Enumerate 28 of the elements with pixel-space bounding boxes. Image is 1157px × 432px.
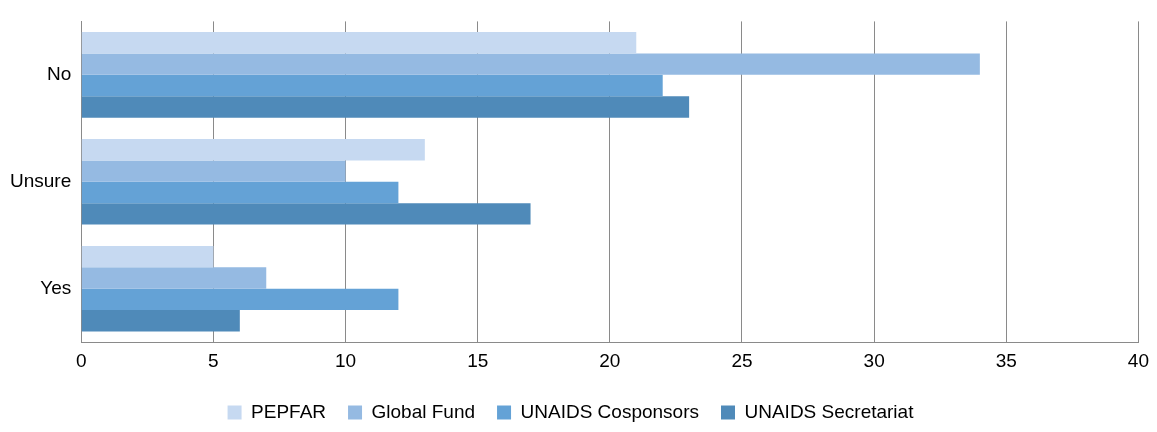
x-tick-label: 15	[467, 349, 489, 371]
bar	[81, 53, 980, 75]
x-tick-label: 10	[334, 349, 357, 371]
x-tick-label: 5	[208, 349, 219, 371]
x-tick-label: 35	[995, 349, 1017, 371]
legend-label: Global Fund	[371, 400, 476, 422]
bar	[81, 310, 240, 332]
bar	[81, 245, 214, 268]
bar	[81, 288, 399, 311]
x-tick-label: 0	[75, 349, 87, 371]
x-tick-label: 20	[599, 349, 621, 371]
y-tick-label: Yes	[40, 276, 72, 298]
bar	[81, 181, 399, 204]
bar	[81, 96, 690, 118]
legend-label: UNAIDS Secretariat	[744, 400, 915, 422]
bar	[81, 74, 663, 97]
x-tick-label: 40	[1127, 349, 1149, 371]
legend-label: PEPFAR	[251, 400, 327, 422]
x-tick-label: 30	[863, 349, 885, 371]
legend-label: UNAIDS Cosponsors	[520, 400, 699, 422]
x-tick-label: 25	[731, 349, 753, 371]
bar	[81, 160, 346, 182]
y-tick-label: No	[46, 63, 72, 85]
bar	[81, 203, 531, 225]
bar	[81, 139, 425, 161]
y-tick-label: Unsure	[10, 170, 72, 192]
bar	[81, 32, 637, 54]
bar	[81, 267, 267, 289]
